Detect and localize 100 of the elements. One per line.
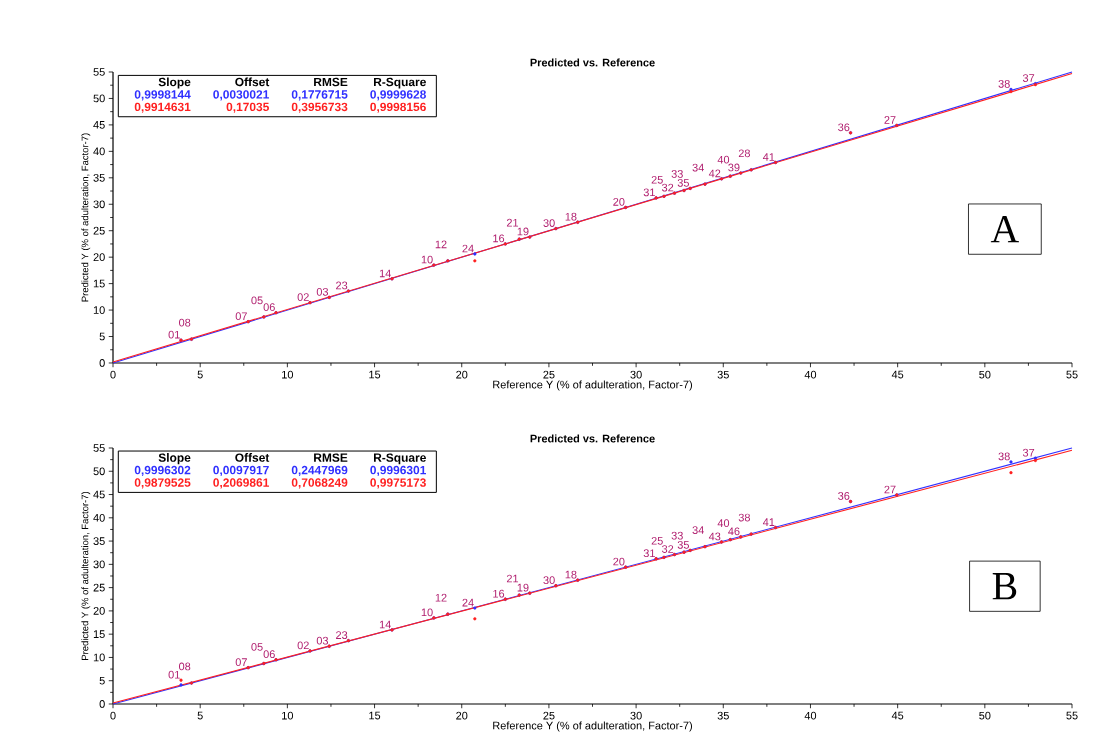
annotation: 0,9998156 — [370, 102, 426, 113]
y-tick-label: 25 — [93, 226, 105, 235]
annotation: 0,0030021 — [213, 90, 269, 101]
annotation: 0,7068249 — [291, 478, 348, 489]
y-tick-label: 10 — [93, 653, 105, 662]
annotation: 46 — [728, 527, 740, 536]
x-tick-label: 20 — [456, 711, 468, 720]
annotation: 10 — [421, 608, 433, 617]
annotation: 31 — [643, 188, 655, 197]
annotation: 0,3956733 — [291, 102, 348, 113]
annotation: 32 — [662, 183, 674, 192]
annotation: 42 — [708, 169, 721, 178]
x-tick-label: 40 — [804, 370, 817, 379]
annotation: 28 — [738, 149, 750, 158]
annotation: 20 — [613, 557, 625, 566]
y-tick-label: 45 — [93, 121, 105, 129]
annotation: 0,9996302 — [134, 465, 191, 477]
y-tick-label: 45 — [93, 490, 105, 499]
x-tick-label: 35 — [717, 370, 729, 379]
y-tick-label: 55 — [93, 444, 105, 452]
y-tick-label: 15 — [93, 630, 105, 638]
annotation: 08 — [179, 662, 191, 671]
annotation: 12 — [435, 240, 447, 249]
x-tick-label: 55 — [1066, 370, 1078, 379]
y-tick-label: 20 — [93, 253, 105, 262]
annotation: 02 — [297, 293, 309, 301]
annotation: 21 — [506, 218, 519, 227]
annotation: 36 — [838, 123, 850, 132]
y-tick-label: 40 — [93, 147, 105, 156]
annotation: 19 — [517, 583, 529, 592]
x-tick-label: 30 — [630, 711, 642, 720]
x-tick-label: 45 — [891, 370, 904, 379]
annotation: 0,9975173 — [370, 478, 426, 489]
annotation: R-Square — [374, 453, 426, 465]
annotation: 0,1776715 — [291, 90, 348, 101]
annotation: 43 — [708, 532, 721, 541]
annotation: 30 — [543, 219, 555, 227]
annotation: 16 — [493, 589, 505, 598]
annotation: A — [990, 215, 1019, 243]
annotation: 07 — [235, 658, 247, 666]
annotation: 41 — [762, 518, 775, 526]
annotation: 03 — [316, 636, 329, 645]
annotation: 07 — [235, 312, 247, 321]
annotation: 18 — [565, 212, 577, 221]
y-tick-label: 50 — [93, 467, 105, 476]
annotation: 05 — [251, 643, 263, 651]
y-tick-label: 5 — [99, 332, 105, 341]
annotation: 23 — [336, 281, 348, 290]
annotation: 0,9879525 — [134, 478, 191, 489]
x-tick-label: 10 — [282, 370, 294, 379]
annotation: 34 — [692, 163, 704, 172]
annotation: 25 — [651, 175, 663, 184]
annotation: 27 — [884, 485, 896, 494]
y-tick-label: 20 — [93, 607, 105, 615]
annotation: 10 — [421, 255, 433, 264]
annotation: 03 — [316, 287, 329, 296]
annotation: 06 — [263, 650, 275, 659]
annotation: 0,9996301 — [370, 465, 426, 477]
chart-title: Predicted vs. Reference — [530, 58, 655, 67]
annotation: 16 — [493, 234, 505, 243]
x-tick-label: 30 — [630, 370, 642, 379]
x-tick-label: 25 — [543, 711, 555, 720]
x-tick-label: 35 — [717, 711, 729, 720]
annotation: 27 — [884, 116, 896, 124]
x-tick-label: 15 — [369, 711, 381, 720]
x-tick-label: 50 — [979, 711, 991, 720]
y-tick-label: 0 — [99, 359, 105, 367]
annotation: 37 — [1022, 448, 1035, 457]
y-tick-label: 55 — [93, 68, 105, 76]
annotation: Offset — [235, 77, 270, 87]
annotation: 19 — [517, 227, 529, 236]
annotation: 23 — [336, 631, 348, 639]
annotation: 31 — [643, 549, 655, 558]
annotation: 06 — [263, 303, 275, 312]
annotation: 37 — [1022, 74, 1035, 82]
y-tick-label: 50 — [93, 94, 105, 103]
y-tick-label: 30 — [93, 560, 105, 569]
annotation: 30 — [543, 576, 555, 585]
annotation: 40 — [717, 155, 730, 164]
annotation: 01 — [168, 670, 180, 679]
annotation: Slope — [158, 453, 191, 465]
x-tick-label: 20 — [456, 370, 468, 379]
annotation: 38 — [998, 452, 1010, 461]
annotation: 33 — [671, 170, 683, 178]
annotation: 32 — [662, 545, 674, 553]
annotation: RMSE — [314, 77, 348, 87]
annotation: 36 — [838, 492, 850, 500]
x-tick-label: 45 — [891, 711, 904, 720]
annotation: 0,9998144 — [134, 90, 191, 101]
y-tick-label: 25 — [93, 583, 105, 592]
y-tick-label: 15 — [93, 279, 105, 288]
x-tick-label: 0 — [110, 711, 116, 720]
y-tick-label: 30 — [93, 200, 105, 209]
annotation: 35 — [677, 540, 689, 549]
annotation: 34 — [692, 526, 704, 534]
annotation: 14 — [379, 620, 391, 629]
annotation: 33 — [671, 531, 683, 540]
annotation: 05 — [251, 296, 263, 305]
x-tick-label: 5 — [197, 711, 203, 720]
annotation: 24 — [462, 598, 474, 607]
